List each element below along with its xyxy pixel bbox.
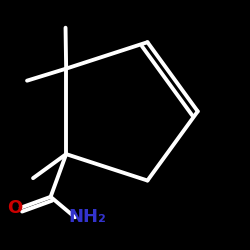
Text: NH₂: NH₂ bbox=[68, 208, 106, 226]
Text: O: O bbox=[8, 199, 23, 217]
